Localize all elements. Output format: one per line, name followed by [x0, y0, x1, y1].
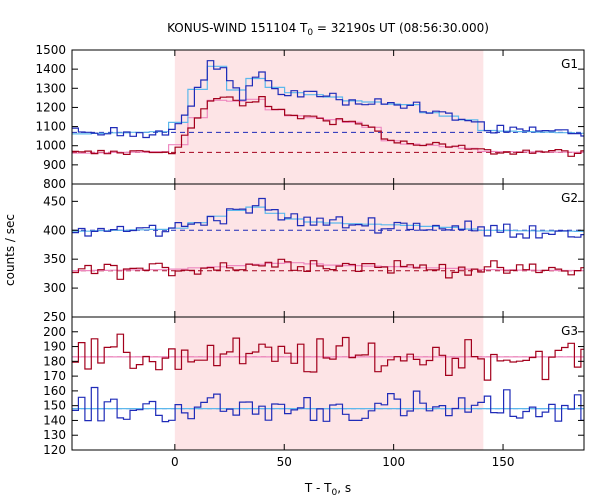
y-tick-label: 250 — [43, 310, 66, 324]
x-axis-label: T - T0, s — [304, 481, 351, 498]
y-tick-label: 1300 — [35, 81, 66, 95]
chart-title: KONUS-WIND 151104 T0 = 32190s UT (08:56:… — [167, 21, 489, 38]
fit-curve-blue — [72, 206, 584, 232]
y-tick-label: 350 — [43, 252, 66, 266]
y-tick-label: 170 — [43, 369, 66, 383]
y-tick-label: 130 — [43, 428, 66, 442]
x-tick-label: 0 — [171, 455, 179, 469]
x-tick-label: 100 — [382, 455, 405, 469]
x-axis-label-main: T - T — [304, 481, 332, 495]
y-tick-label: 200 — [43, 325, 66, 339]
panel-g2: 250 300 350 400 450 G2 — [43, 183, 585, 324]
chart-title-main: KONUS-WIND 151104 T — [167, 21, 308, 35]
panel-label-g2: G2 — [561, 191, 578, 205]
panel-label-g1: G1 — [561, 57, 578, 71]
y-axis-label: counts / sec — [3, 214, 17, 286]
shaded-interval-g3 — [174, 317, 484, 450]
y-tick-label: 160 — [43, 384, 66, 398]
chart-title-subscript: 0 — [307, 28, 313, 38]
y-tick-label: 1200 — [35, 100, 66, 114]
series-blue-histogram — [72, 386, 584, 423]
panel-g1-series — [72, 60, 584, 157]
x-tick-label: 150 — [492, 455, 515, 469]
y-tick-label: 400 — [43, 223, 66, 237]
fit-curve-blue — [72, 65, 584, 135]
series-red-histogram — [72, 258, 584, 280]
y-tick-label: 300 — [43, 281, 66, 295]
shaded-interval-g2 — [174, 184, 484, 317]
panel-g3-series — [72, 333, 584, 423]
y-tick-label: 800 — [43, 177, 66, 191]
y-tick-label: 120 — [43, 443, 66, 457]
x-axis-label-subscript: 0 — [332, 488, 338, 498]
panel-label-g3: G3 — [561, 324, 578, 338]
series-red-histogram — [72, 96, 584, 157]
y-tick-label: 190 — [43, 340, 66, 354]
y-tick-label: 1000 — [35, 139, 66, 153]
y-tick-label: 1100 — [35, 120, 66, 134]
shaded-interval-g1 — [174, 50, 484, 184]
panel-g2-series — [72, 197, 584, 280]
y-tick-label: 900 — [43, 158, 66, 172]
y-tick-label: 140 — [43, 413, 66, 427]
x-tick-label: 50 — [277, 455, 292, 469]
series-blue-histogram — [72, 60, 584, 139]
panel-g1: 800 900 1000 1100 1200 1300 1400 1500 G1 — [35, 43, 585, 191]
y-tick-label: 450 — [43, 194, 66, 208]
series-blue-histogram — [72, 197, 584, 239]
y-tick-label: 150 — [43, 399, 66, 413]
x-axis-label-rest: , s — [337, 481, 351, 495]
chart-panels: 800900100011001200130014001500G125030035… — [35, 43, 585, 469]
panel-frame-g3 — [71, 316, 585, 451]
series-red-histogram — [72, 333, 584, 381]
y-tick-label: 180 — [43, 354, 66, 368]
chart-title-rest: = 32190s UT (08:56:30.000) — [313, 21, 489, 35]
fit-curve-red — [72, 262, 584, 272]
y-tick-label: 1400 — [35, 62, 66, 76]
y-tick-label: 1500 — [35, 43, 66, 57]
